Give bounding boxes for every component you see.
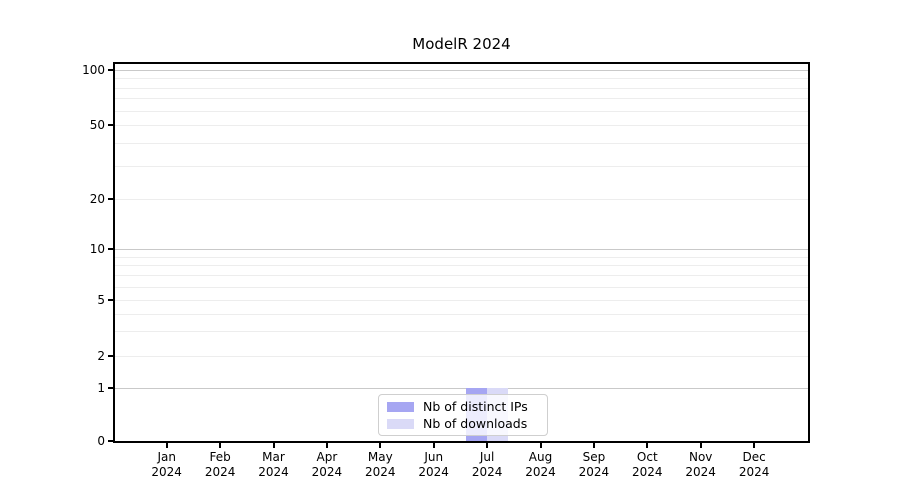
chart-title: ModelR 2024: [412, 35, 511, 53]
ytick-20: [108, 198, 113, 200]
xtick-sep-2024: [592, 443, 595, 448]
legend-swatch-nb-of-distinct-ips: [387, 401, 414, 412]
gridline-minor-50: [115, 125, 808, 126]
y-label-1: 1: [97, 381, 105, 395]
ytick-5: [108, 299, 113, 301]
y-label-20: 20: [89, 192, 105, 206]
ytick-10: [108, 248, 113, 250]
ytick-100: [108, 69, 113, 71]
legend-label-nb-of-downloads: Nb of downloads: [423, 416, 528, 431]
ytick-0: [108, 440, 113, 442]
x-label-jan-2024: Jan 2024: [151, 450, 182, 479]
gridline-minor-90: [115, 78, 808, 80]
xtick-may-2024: [379, 443, 382, 448]
legend-label-nb-of-distinct-ips: Nb of distinct IPs: [423, 399, 528, 414]
xtick-jul-2024: [486, 443, 489, 448]
xtick-dec-2024: [753, 443, 756, 448]
y-label-2: 2: [97, 349, 105, 363]
xtick-oct-2024: [646, 443, 649, 448]
gridline-minor-4: [115, 313, 808, 315]
x-label-aug-2024: Aug 2024: [525, 450, 556, 479]
xtick-feb-2024: [219, 443, 222, 448]
legend-row-nb-of-downloads: Nb of downloads: [387, 416, 539, 431]
y-label-10: 10: [89, 242, 105, 256]
gridline-minor-40: [115, 143, 808, 145]
x-label-dec-2024: Dec 2024: [738, 450, 770, 479]
gridline-minor-2: [115, 356, 808, 357]
gridline-major-100: [115, 70, 808, 71]
gridline-minor-70: [115, 98, 808, 100]
x-label-jun-2024: Jun 2024: [418, 450, 449, 479]
plot-inner: [115, 64, 808, 441]
gridline-minor-30: [115, 166, 808, 168]
legend: Nb of distinct IPs Nb of downloads: [378, 394, 548, 436]
xtick-mar-2024: [272, 443, 275, 448]
x-label-nov-2024: Nov 2024: [685, 450, 716, 479]
gridline-minor-5: [115, 300, 808, 301]
x-label-sep-2024: Sep 2024: [578, 450, 610, 479]
xtick-jan-2024: [165, 443, 168, 448]
legend-row-nb-of-distinct-ips: Nb of distinct IPs: [387, 399, 539, 414]
gridline-minor-60: [115, 110, 808, 112]
gridline-major-10: [115, 249, 808, 250]
xtick-apr-2024: [325, 443, 328, 448]
gridline-minor-7: [115, 275, 808, 277]
gridline-minor-3: [115, 331, 808, 333]
gridline-minor-80: [115, 87, 808, 89]
y-label-5: 5: [97, 293, 105, 307]
x-label-feb-2024: Feb 2024: [204, 450, 236, 479]
x-label-oct-2024: Oct 2024: [632, 450, 663, 479]
xtick-aug-2024: [539, 443, 542, 448]
y-label-0: 0: [97, 434, 105, 448]
y-label-50: 50: [89, 118, 105, 132]
x-label-jul-2024: Jul 2024: [471, 450, 503, 479]
x-label-may-2024: May 2024: [365, 450, 396, 479]
xtick-nov-2024: [699, 443, 702, 448]
gridline-minor-20: [115, 199, 808, 200]
legend-swatch-nb-of-downloads: [387, 418, 414, 429]
ytick-50: [108, 124, 113, 126]
ytick-2: [108, 355, 113, 357]
xtick-jun-2024: [432, 443, 435, 448]
gridline-minor-8: [115, 265, 808, 267]
ytick-1: [108, 387, 113, 389]
x-label-apr-2024: Apr 2024: [311, 450, 343, 479]
gridline-minor-9: [115, 256, 808, 258]
x-label-mar-2024: Mar 2024: [258, 450, 289, 479]
gridline-major-1: [115, 388, 808, 389]
gridline-minor-6: [115, 286, 808, 288]
y-label-100: 100: [82, 63, 105, 77]
